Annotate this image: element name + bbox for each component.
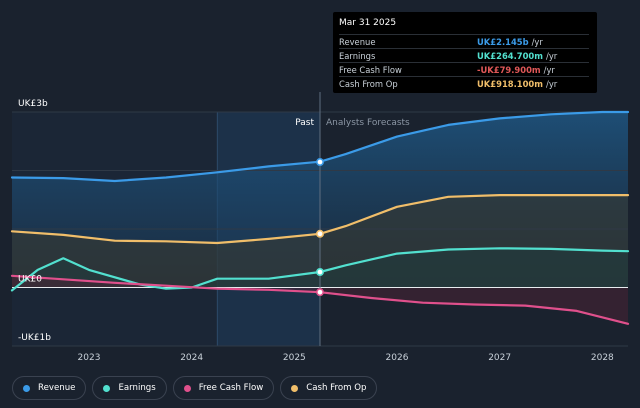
tooltip-value: UK£264.700m (477, 50, 543, 61)
legend-label: Revenue (38, 383, 76, 393)
series-line-cash-from-op (10, 194, 630, 245)
y-axis-label: UK£3b (18, 99, 48, 109)
x-tick-label: 2028 (591, 353, 614, 363)
y-axis-label: UK£0 (18, 275, 42, 285)
legend-label: Cash From Op (306, 383, 367, 393)
legend-dot (23, 384, 30, 392)
marker-earnings (315, 268, 324, 277)
legend-dot (291, 384, 299, 392)
tooltip-unit: /yr (546, 78, 558, 89)
legend-item-free-cash-flow[interactable]: Free Cash Flow (172, 376, 275, 400)
x-tick-label: 2025 (283, 353, 306, 363)
tooltip-unit: /yr (543, 64, 555, 75)
x-tick-label: 2026 (386, 353, 409, 363)
y-axis-label: -UK£1b (18, 333, 51, 343)
tooltip-unit: /yr (531, 36, 543, 47)
tooltip-date: Mar 31 2025 (339, 18, 397, 28)
tooltip-value: -UK£79.900m (477, 64, 541, 75)
series-line-earnings (10, 247, 630, 292)
tooltip-value: UK£918.100m (477, 78, 543, 89)
tooltip-row-free-cash-flow: Free Cash Flow -UK£79.900m /yr (339, 62, 589, 76)
area-earnings (12, 248, 628, 291)
legend-dot (183, 384, 191, 392)
past-label: Past (295, 118, 314, 128)
legend-dot (103, 384, 111, 392)
tooltip-name: Cash From Op (339, 78, 398, 89)
tooltip-name: Earnings (339, 50, 376, 61)
legend-item-cash-from-op[interactable]: Cash From Op (280, 376, 378, 400)
tooltip-row-earnings: Earnings UK£264.700m /yr (339, 48, 589, 62)
tooltip-row-cash-from-op: Cash From Op UK£918.100m /yr (339, 76, 589, 90)
tooltip: Mar 31 2025 Revenue UK£2.145b /yr Earnin… (333, 12, 597, 93)
x-tick-label: 2023 (78, 353, 101, 363)
x-tick-label: 2027 (488, 353, 511, 363)
marker-free-cash-flow (315, 288, 324, 297)
marker-revenue (315, 158, 324, 167)
legend-label: Earnings (118, 383, 156, 393)
forecast-label: Analysts Forecasts (326, 118, 410, 128)
tooltip-row-revenue: Revenue UK£2.145b /yr (339, 34, 589, 48)
marker-cash-from-op (315, 229, 324, 238)
tooltip-value: UK£2.145b (477, 36, 529, 47)
legend-item-earnings[interactable]: Earnings (92, 376, 167, 400)
legend-item-revenue[interactable]: Revenue (12, 376, 87, 400)
legend: Revenue Earnings Free Cash Flow Cash Fro… (12, 376, 378, 400)
tooltip-name: Revenue (339, 36, 376, 47)
x-tick-label: 2024 (180, 353, 203, 363)
legend-label: Free Cash Flow (198, 383, 264, 393)
tooltip-unit: /yr (546, 50, 558, 61)
tooltip-name: Free Cash Flow (339, 64, 402, 75)
series-line-revenue (10, 110, 630, 183)
